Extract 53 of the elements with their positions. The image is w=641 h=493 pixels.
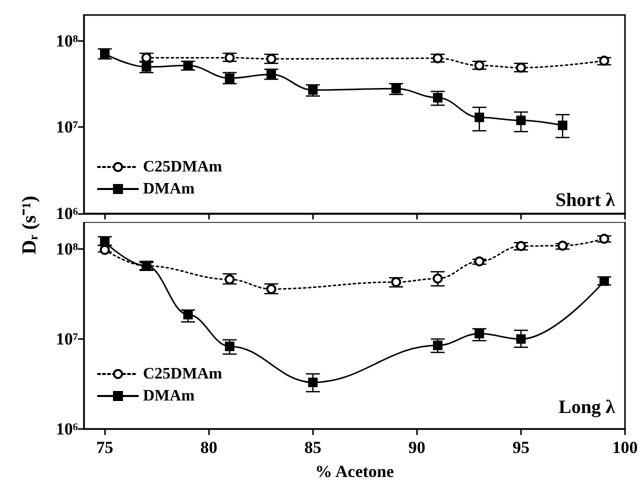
point [224, 341, 234, 351]
point [224, 52, 235, 63]
legend-label: C25DMAm [143, 158, 223, 176]
point [558, 120, 568, 130]
point [391, 84, 401, 94]
legend-label: DMAm [143, 180, 196, 198]
point [432, 273, 443, 284]
point [432, 340, 442, 350]
y-tick-label: 10⁸ [56, 31, 78, 50]
annotation: Short λ [556, 190, 616, 211]
x-tick-label: 85 [304, 438, 322, 456]
y-tick-label: 10⁶ [56, 204, 78, 223]
point [266, 54, 276, 64]
point [266, 283, 276, 294]
point [474, 112, 484, 122]
point [183, 60, 193, 70]
point [100, 49, 110, 59]
legend-label: DMAm [143, 387, 196, 404]
x-tick-label: 95 [512, 438, 530, 456]
point [599, 56, 610, 66]
point [432, 53, 443, 64]
point [308, 377, 318, 387]
point [516, 240, 526, 251]
annotation: Long λ [558, 396, 616, 418]
point [391, 276, 402, 287]
point [266, 70, 276, 80]
point [474, 60, 484, 70]
point [308, 85, 318, 95]
point [516, 62, 526, 73]
point [224, 274, 235, 284]
point [516, 334, 526, 344]
x-tick-label: 100 [612, 438, 638, 456]
point [432, 92, 442, 102]
y-tick-label: 10⁶ [56, 419, 78, 438]
point [599, 276, 609, 286]
y-axis-title: Dᵣ (s⁻¹) [18, 196, 42, 254]
x-axis-title: % Acetone [315, 462, 394, 480]
x-tick-label: 75 [96, 438, 114, 456]
point [142, 62, 152, 72]
legend-label: C25DMAm [143, 365, 223, 382]
point [224, 73, 234, 83]
x-tick-label: 80 [200, 438, 218, 456]
y-tick-label: 10⁷ [56, 329, 78, 348]
point [474, 256, 484, 266]
point [516, 116, 526, 126]
point [558, 240, 568, 250]
y-tick-label: 10⁸ [56, 239, 78, 258]
point [100, 236, 110, 246]
x-tick-label: 90 [408, 438, 426, 456]
point [183, 309, 193, 319]
y-tick-label: 10⁷ [56, 118, 78, 137]
point [474, 328, 484, 338]
point [599, 233, 610, 244]
